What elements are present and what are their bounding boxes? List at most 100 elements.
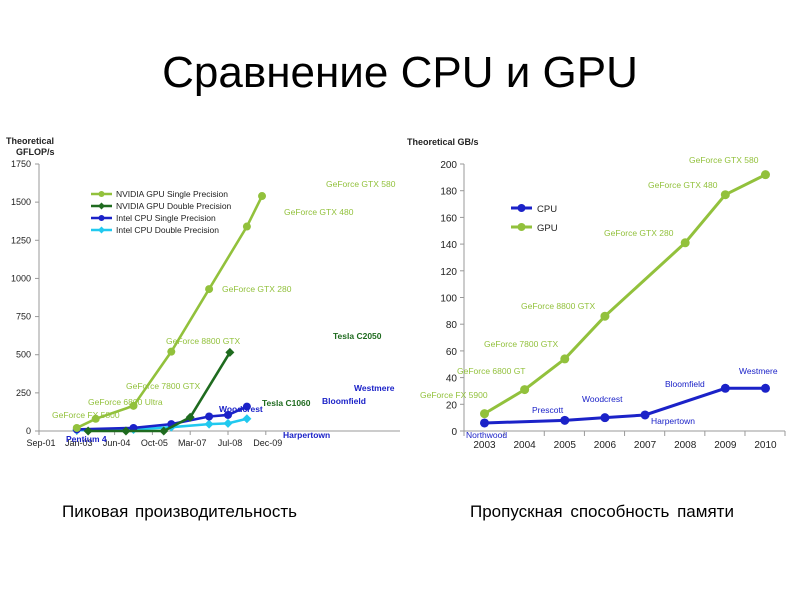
right-ytick-label: 80 <box>446 320 458 331</box>
left-xtick-label: Mar-07 <box>178 438 207 448</box>
right-xtick-label: 2008 <box>674 440 697 451</box>
right-xtick-label: 2009 <box>714 440 737 451</box>
left-annotation: Harpertown <box>283 430 330 440</box>
left-data-point <box>72 423 81 432</box>
right-xtick-label: 2010 <box>754 440 777 451</box>
left-annotation: Westmere <box>354 383 395 393</box>
left-data-point <box>225 347 235 357</box>
right-xtick-label: 2004 <box>514 440 537 451</box>
right-data-point <box>680 238 690 248</box>
right-annotation: Woodcrest <box>582 394 623 404</box>
caption-memory-bandwidth: Пропускная способность памяти <box>470 502 734 521</box>
right-xtick-label: 2007 <box>634 440 657 451</box>
left-ylabel-line2: GFLOP/s <box>16 147 55 157</box>
left-annotation: Bloomfield <box>322 396 366 406</box>
left-data-point <box>159 426 169 436</box>
left-annotation: Woodcrest <box>219 404 263 414</box>
right-data-point <box>720 383 730 393</box>
right-legend-marker <box>517 223 526 231</box>
left-legend-marker <box>98 226 105 234</box>
right-annotation: GeForce 7800 GTX <box>484 339 559 349</box>
left-xtick-label: Jul-08 <box>218 438 243 448</box>
right-annotation: Harpertown <box>651 416 695 426</box>
right-ytick-label: 60 <box>446 347 458 358</box>
right-legend-marker <box>517 204 526 212</box>
left-annotation: GeForce GTX 480 <box>284 207 354 217</box>
right-data-point <box>560 415 570 425</box>
right-ytick-label: 200 <box>440 160 457 171</box>
right-series-line <box>483 173 767 415</box>
left-ytick-label: 1250 <box>11 235 31 245</box>
right-annotation: Prescott <box>532 405 564 415</box>
left-data-point <box>204 419 214 429</box>
left-legend-marker <box>98 191 105 197</box>
right-xtick-label: 2005 <box>554 440 577 451</box>
left-xtick-label: Oct-05 <box>141 438 168 448</box>
left-legend-label: NVIDIA GPU Single Precision <box>116 189 228 199</box>
right-data-point <box>720 190 730 200</box>
right-annotation: GeForce GTX 480 <box>648 180 718 190</box>
left-ytick-label: 1750 <box>11 159 31 169</box>
left-annotation: GeForce 7800 GTX <box>126 381 201 391</box>
slide-title: Сравнение CPU и GPU <box>162 48 638 97</box>
left-data-point <box>242 414 252 424</box>
left-annotation: GeForce 8800 GTX <box>166 336 241 346</box>
left-legend-label: NVIDIA GPU Double Precision <box>116 201 232 211</box>
right-annotation: GeForce GTX 580 <box>689 155 759 165</box>
left-annotation: Tesla C2050 <box>333 331 382 341</box>
right-annotation: Westmere <box>739 366 778 376</box>
right-ytick-label: 180 <box>440 187 457 198</box>
left-xtick-label: Sep-01 <box>26 438 55 448</box>
left-xtick-label: Jan-03 <box>65 438 93 448</box>
left-data-point <box>205 412 214 421</box>
right-data-point <box>640 410 650 420</box>
left-data-point <box>167 347 176 356</box>
right-ylabel: Theoretical GB/s <box>407 137 479 147</box>
right-data-point <box>760 383 770 393</box>
right-ytick-label: 20 <box>446 400 458 411</box>
right-xtick-label: 2003 <box>473 440 496 451</box>
right-data-point <box>480 418 489 428</box>
left-data-point <box>224 410 232 419</box>
left-data-point <box>91 414 100 423</box>
right-data-point <box>480 409 489 419</box>
left-xtick-label: Dec-09 <box>253 438 282 448</box>
right-ytick-label: 0 <box>451 427 457 438</box>
left-ytick-label: 1000 <box>11 273 31 283</box>
right-legend-label: GPU <box>537 223 558 234</box>
left-data-point <box>242 222 251 231</box>
right-data-point <box>600 413 610 423</box>
right-data-point <box>520 385 530 395</box>
right-annotation: GeForce 6800 GT <box>457 366 526 376</box>
left-ytick-label: 250 <box>16 388 31 398</box>
left-legend-marker <box>98 202 105 210</box>
left-annotation: Pentium 4 <box>66 434 107 444</box>
right-data-point <box>760 170 770 180</box>
left-ytick-label: 750 <box>16 312 31 322</box>
left-data-point <box>185 412 195 422</box>
right-legend-label: CPU <box>537 204 557 215</box>
left-legend-marker <box>98 215 105 221</box>
left-ylabel-line1: Theoretical <box>6 136 54 146</box>
left-annotation: GeForce 6800 Ultra <box>88 397 163 407</box>
left-annotation: Tesla C1060 <box>262 398 311 408</box>
right-ytick-label: 120 <box>440 267 457 278</box>
right-annotation: GeForce GTX 280 <box>604 228 674 238</box>
left-ytick-label: 500 <box>16 350 31 360</box>
right-xtick-label: 2006 <box>594 440 617 451</box>
left-ytick-label: 1500 <box>11 197 31 207</box>
left-data-point <box>242 402 251 411</box>
right-ytick-label: 160 <box>440 213 457 224</box>
left-data-point <box>121 426 131 436</box>
right-series-line <box>484 386 766 425</box>
right-ytick-label: 140 <box>440 240 457 251</box>
right-data-point <box>560 354 570 364</box>
right-annotation: GeForce FX 5900 <box>420 390 488 400</box>
right-ytick-label: 100 <box>440 294 457 305</box>
left-legend-label: Intel CPU Double Precision <box>116 225 219 235</box>
left-annotation: GeForce GTX 280 <box>222 284 292 294</box>
left-data-point <box>223 418 233 428</box>
left-annotation: GeForce GTX 580 <box>326 179 396 189</box>
left-xtick-label: Jun-04 <box>103 438 131 448</box>
